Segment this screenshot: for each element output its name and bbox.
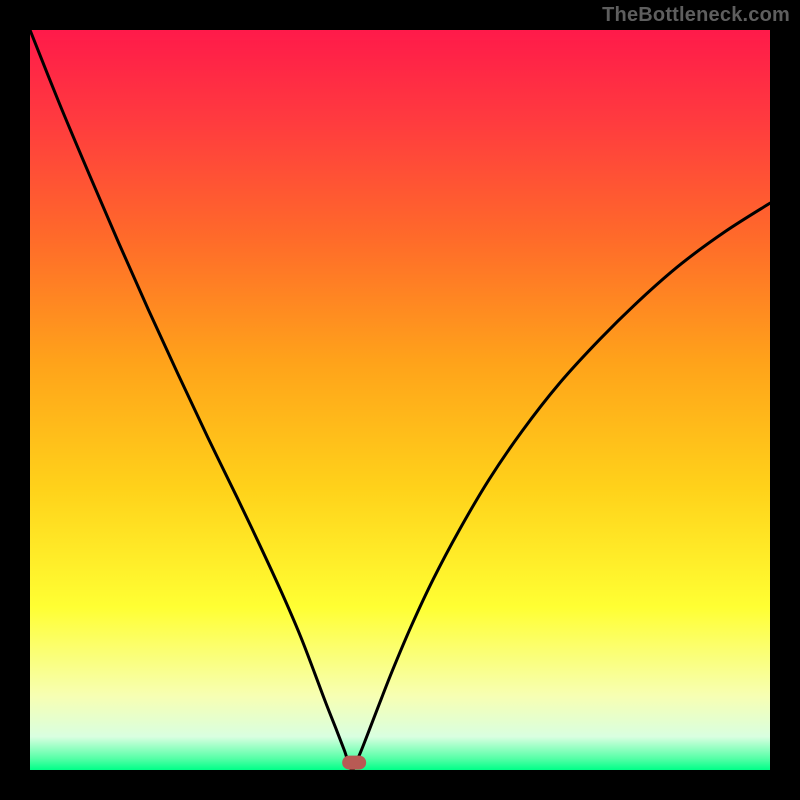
plot-area xyxy=(30,30,770,770)
chart-frame: TheBottleneck.com xyxy=(0,0,800,800)
watermark-text: TheBottleneck.com xyxy=(602,4,790,27)
vertex-marker xyxy=(342,755,366,770)
bottleneck-curve xyxy=(30,30,770,770)
